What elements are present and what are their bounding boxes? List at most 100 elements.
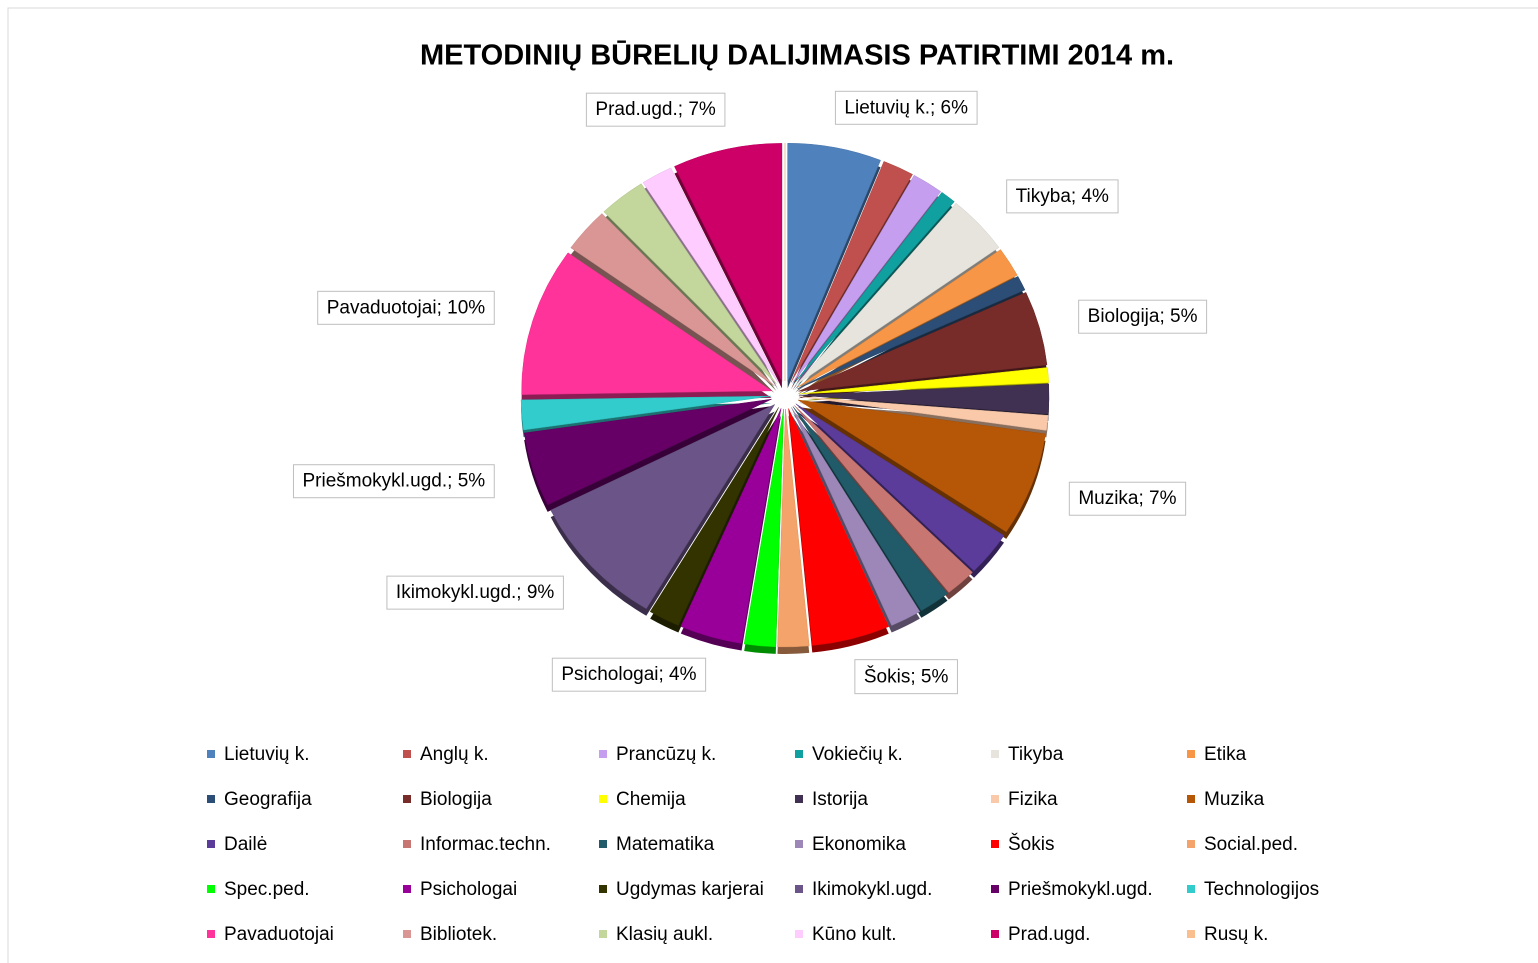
data-label: Lietuvių k.; 6% xyxy=(834,90,978,125)
legend-swatch xyxy=(795,840,803,848)
data-label-box xyxy=(834,90,978,125)
data-label-box xyxy=(585,92,726,127)
data-label-text: Biologija; 5% xyxy=(1088,306,1198,327)
slice xyxy=(570,213,775,387)
legend-swatch xyxy=(599,795,607,803)
slice xyxy=(521,252,773,395)
legend-label: Anglų k. xyxy=(420,744,489,765)
legend-swatch xyxy=(207,930,215,938)
data-label: Prad.ugd.; 7% xyxy=(585,92,726,127)
legend-swatch xyxy=(403,795,411,803)
slice xyxy=(798,383,1050,415)
data-label-box xyxy=(551,657,707,692)
legend-label: Rusų k. xyxy=(1204,924,1268,945)
slice xyxy=(792,174,942,384)
data-label-box xyxy=(317,290,495,325)
legend-label: Geografija xyxy=(224,789,312,810)
legend-label: Bibliotek. xyxy=(420,924,497,945)
legend-label: Lietuvių k. xyxy=(224,744,310,765)
legend-swatch xyxy=(1187,795,1195,803)
slice xyxy=(520,395,772,431)
slices xyxy=(520,143,1050,648)
legend-swatch xyxy=(599,750,607,758)
slice xyxy=(642,167,779,383)
data-label-box xyxy=(1078,299,1208,334)
data-label-box xyxy=(386,575,564,610)
legend-swatch xyxy=(403,930,411,938)
chart-title: METODINIŲ BŪRELIŲ DALIJIMASIS PATIRTIMI … xyxy=(420,40,1174,72)
legend-label: Muzika xyxy=(1204,789,1265,810)
legend-label: Fizika xyxy=(1008,789,1058,810)
slice xyxy=(649,407,779,626)
legend-swatch xyxy=(599,885,607,893)
data-label: Ikimokykl.ugd.; 9% xyxy=(386,575,564,610)
slice xyxy=(792,406,948,612)
slice xyxy=(680,408,782,644)
data-label-text: Prad.ugd.; 7% xyxy=(595,99,716,120)
legend-label: Ekonomika xyxy=(812,834,906,855)
slice xyxy=(777,408,810,648)
legend-swatch xyxy=(1187,750,1195,758)
data-label: Biologija; 5% xyxy=(1078,299,1208,334)
data-label-text: Šokis; 5% xyxy=(864,666,949,688)
legend-swatch xyxy=(403,885,411,893)
slice xyxy=(798,292,1048,392)
slice xyxy=(674,143,783,382)
legend-swatch xyxy=(1187,930,1195,938)
data-label-text: Lietuvių k.; 6% xyxy=(844,97,968,118)
legend-label: Technologijos xyxy=(1204,879,1319,900)
slice xyxy=(550,403,776,610)
legend-label: Ikimokykl.ugd. xyxy=(812,879,932,900)
legend-swatch xyxy=(403,750,411,758)
legend-label: Spec.ped. xyxy=(224,879,310,900)
slice xyxy=(523,398,772,506)
slice xyxy=(794,405,973,593)
legend-label: Vokiečių k. xyxy=(812,744,903,765)
legend-label: Informac.techn. xyxy=(420,834,551,855)
legend-label: Tikyba xyxy=(1008,744,1064,765)
slice xyxy=(787,143,881,382)
data-label-box xyxy=(1068,481,1187,516)
legend-label: Social.ped. xyxy=(1204,834,1298,855)
slice xyxy=(795,403,1005,572)
data-label: Pavaduotojai; 10% xyxy=(317,290,495,325)
legend-swatch xyxy=(207,750,215,758)
data-label: Tikyba; 4% xyxy=(1006,179,1119,214)
legend-label: Etika xyxy=(1204,744,1247,765)
legend-label: Istorija xyxy=(812,789,868,810)
slice xyxy=(795,202,1000,386)
legend-swatch xyxy=(599,930,607,938)
legend-label: Prad.ugd. xyxy=(1008,924,1090,945)
legend-swatch xyxy=(599,840,607,848)
legend-swatch xyxy=(991,930,999,938)
data-label-text: Muzika; 7% xyxy=(1078,488,1176,509)
legend-swatch xyxy=(991,885,999,893)
legend-swatch xyxy=(207,885,215,893)
legend-swatch xyxy=(403,840,411,848)
legend-swatch xyxy=(1187,840,1195,848)
data-label: Šokis; 5% xyxy=(854,659,958,695)
legend-swatch xyxy=(991,750,999,758)
legend-label: Matematika xyxy=(616,834,715,855)
slice xyxy=(793,191,955,385)
legend-label: Prancūzų k. xyxy=(616,744,716,765)
data-labels: Lietuvių k.; 6% Tikyba; 4% Biologija; 5% Mu… xyxy=(292,90,1208,695)
slice xyxy=(797,399,1046,533)
legend-label: Klasių aukl. xyxy=(616,924,713,945)
legend-label: Kūno kult. xyxy=(812,924,897,945)
legend-label: Psichologai xyxy=(420,879,517,900)
data-label: Muzika; 7% xyxy=(1068,481,1187,516)
slice xyxy=(791,407,921,626)
legend-label: Ugdymas karjerai xyxy=(616,879,764,900)
data-label: Psichologai; 4% xyxy=(551,657,707,692)
slice xyxy=(790,161,913,383)
slice xyxy=(603,183,777,385)
legend-label: Priešmokykl.ugd. xyxy=(1008,879,1153,900)
legend-label: Šokis xyxy=(1008,833,1054,855)
legend-swatch xyxy=(795,795,803,803)
slice xyxy=(798,396,1049,431)
slice xyxy=(796,249,1018,388)
slice xyxy=(798,367,1049,395)
data-label-box xyxy=(854,659,958,695)
data-label-text: Tikyba; 4% xyxy=(1016,186,1109,207)
